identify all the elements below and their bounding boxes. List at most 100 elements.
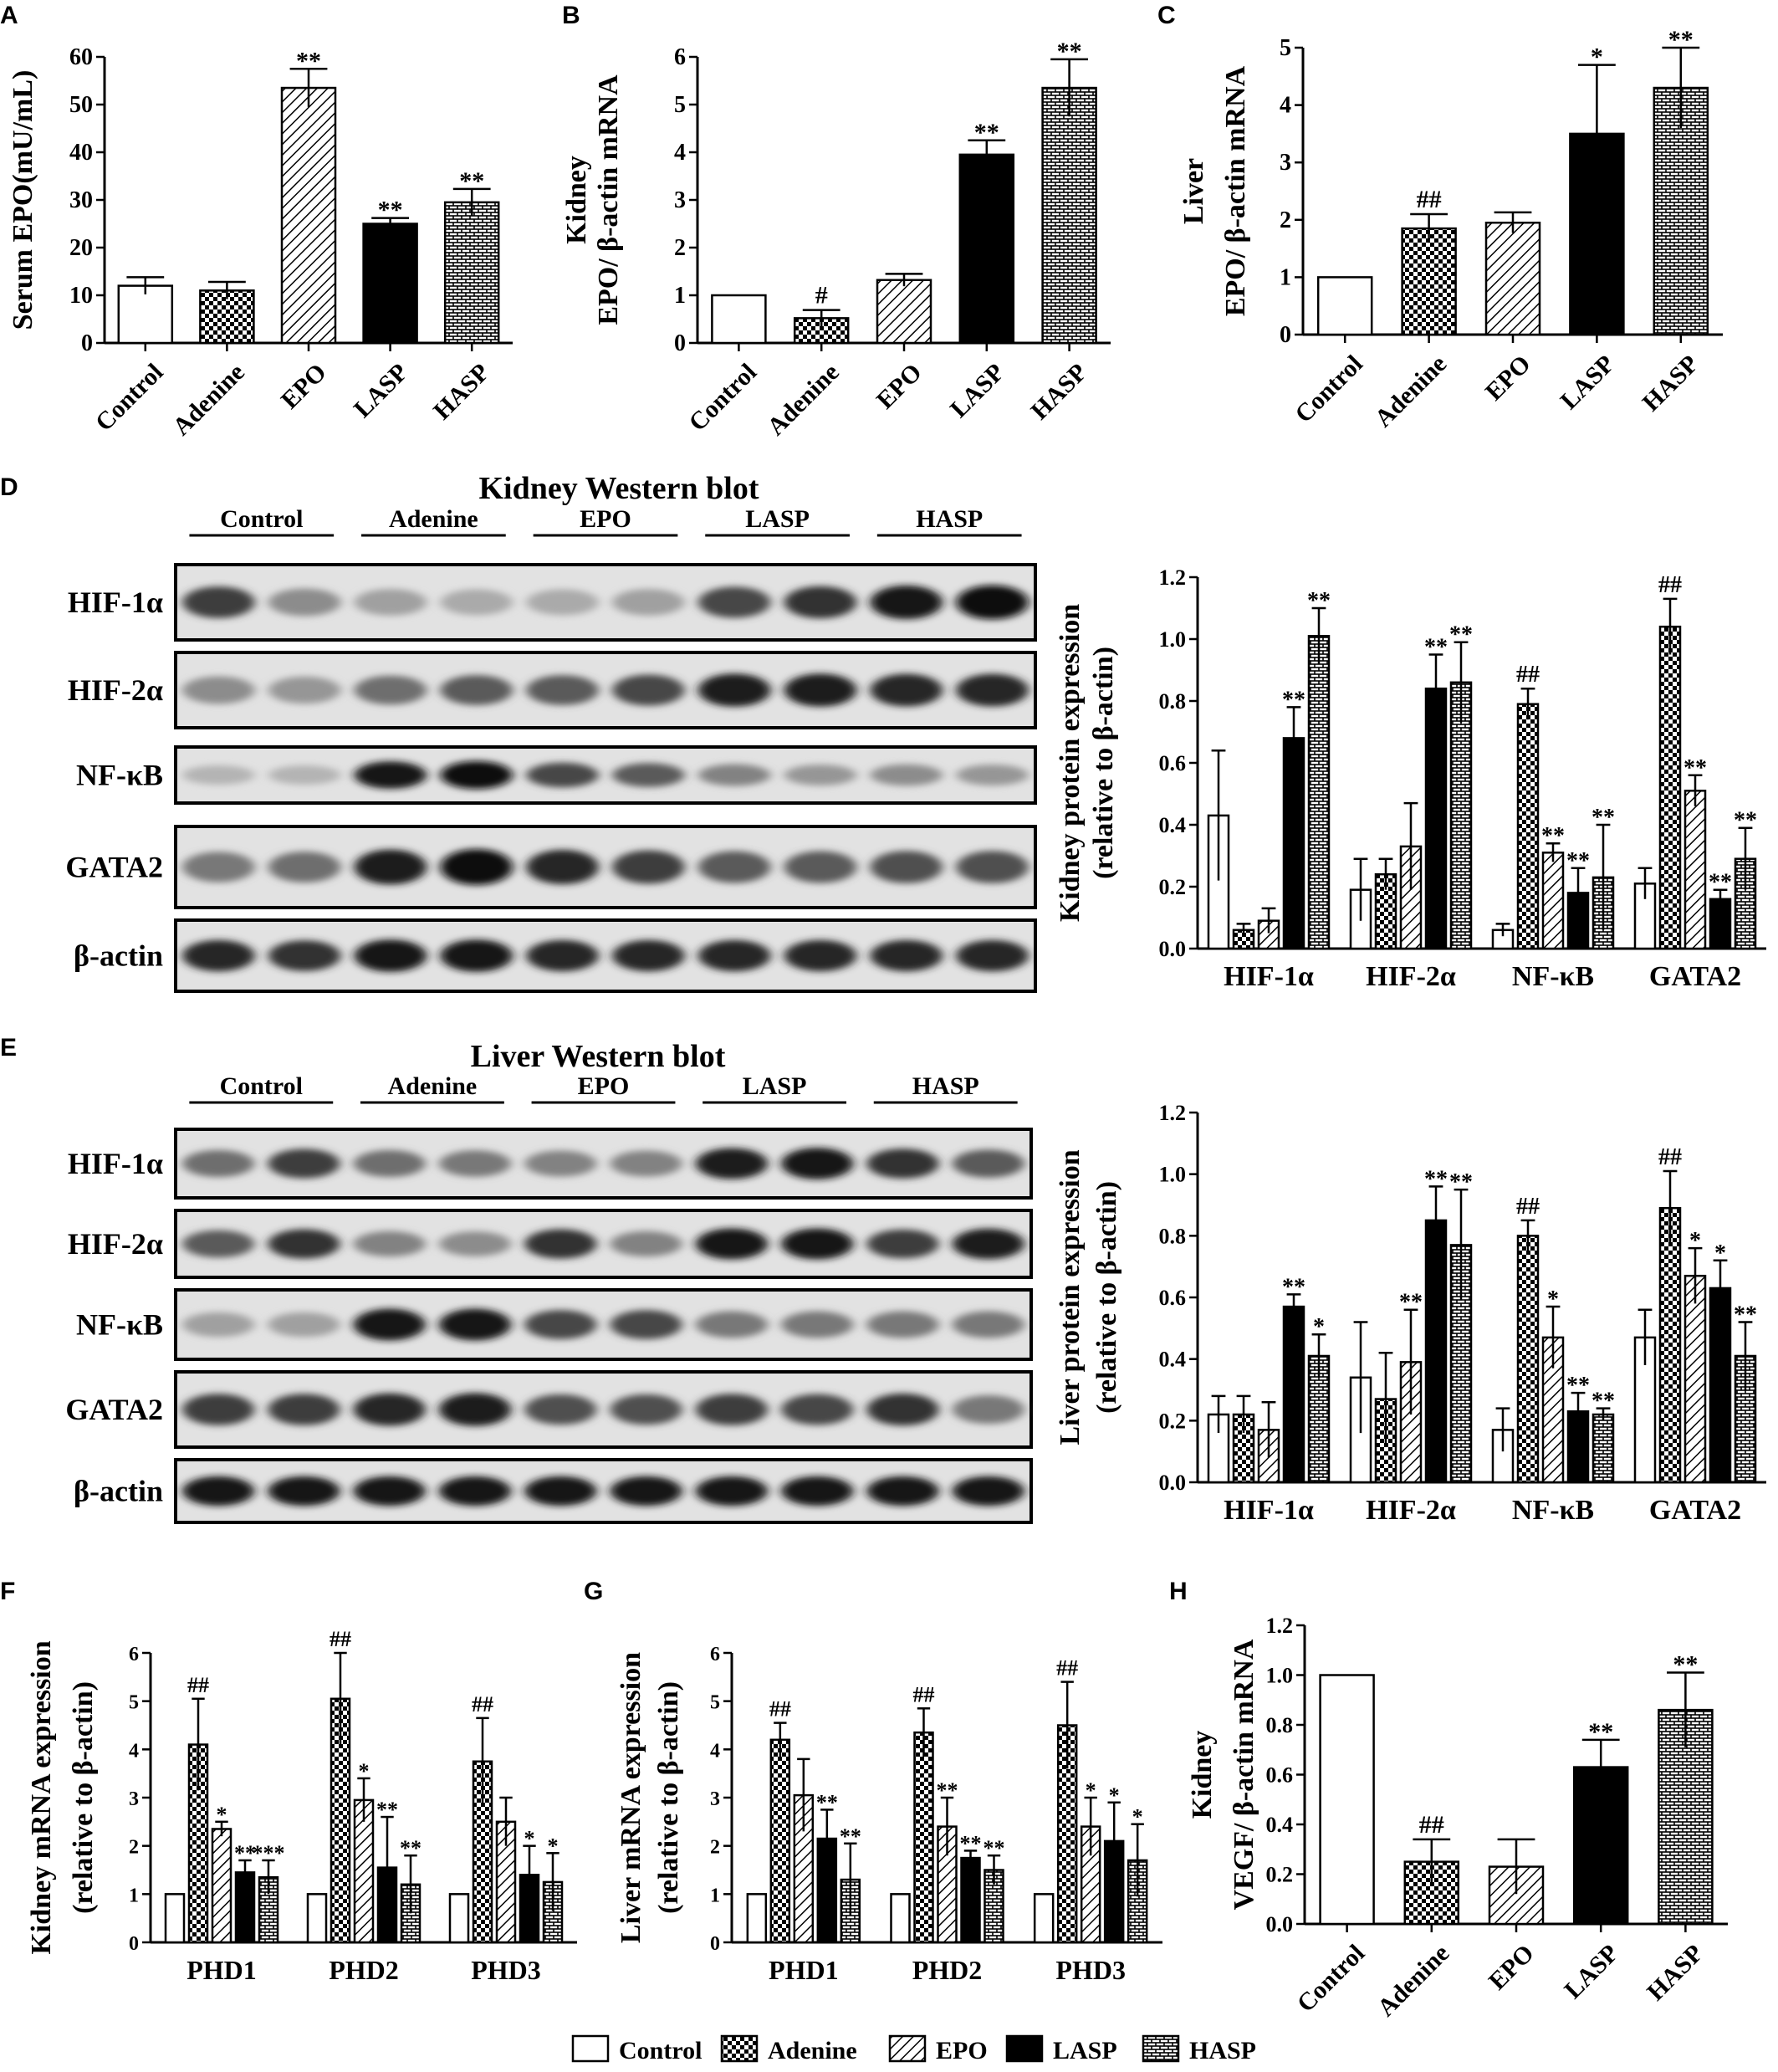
bar-lasp-3 — [1709, 1287, 1732, 1484]
significance-label: ** — [1566, 1373, 1590, 1399]
y-tick-label: 0.4 — [1159, 1348, 1187, 1372]
legend-label-epo: EPO — [936, 2037, 988, 2064]
blot-band — [870, 939, 943, 972]
blot-band — [784, 764, 857, 786]
legend-label-adenine: Adenine — [768, 2037, 857, 2064]
x-tick-label: Control — [1290, 350, 1368, 428]
blot-row-label: HIF-2α — [68, 1227, 163, 1261]
blot-band — [268, 1229, 340, 1259]
blot-group-label: EPO — [580, 505, 631, 533]
blot-band — [781, 1311, 854, 1338]
blot-group-label: Adenine — [388, 1072, 478, 1100]
y-tick-label: 60 — [69, 44, 93, 70]
blot-bands — [182, 1308, 1024, 1341]
blot-band — [526, 849, 599, 885]
x-tick-label: HIF-2α — [1366, 1495, 1456, 1526]
blot-band — [612, 939, 685, 972]
blot-band — [781, 1228, 854, 1260]
blot-band — [353, 1149, 426, 1178]
bar-control-0 — [164, 1893, 186, 1944]
bar-adenine-3 — [1658, 1206, 1682, 1484]
blot-row-label: HIF-1α — [68, 586, 163, 619]
y-tick-label: 40 — [69, 140, 93, 166]
significance-label: * — [548, 1834, 559, 1858]
panel-letter-H: H — [1169, 1578, 1188, 1605]
blot-band — [440, 939, 513, 972]
blot-band — [440, 760, 513, 790]
blot-row-label: NF-κB — [76, 1308, 163, 1342]
x-tick-label: Control — [1292, 1939, 1371, 2018]
y-tick-label: 1.0 — [1159, 1163, 1187, 1187]
significance-label: ## — [330, 1627, 351, 1651]
bar-control-2 — [448, 1893, 470, 1944]
y-tick-label: 6 — [129, 1644, 139, 1665]
y-tick-label: 3 — [129, 1788, 139, 1810]
significance-label: * — [1109, 1783, 1120, 1808]
blot-band — [439, 1393, 512, 1426]
blot-band — [353, 1393, 426, 1426]
blot-group-label: HASP — [916, 505, 983, 533]
blot-group-label: Control — [220, 505, 303, 533]
blot-band — [866, 1311, 939, 1338]
significance-label: ** — [1709, 870, 1732, 896]
blot-band — [268, 1394, 340, 1425]
y-tick-label: 1 — [674, 283, 686, 309]
y-tick-label: 6 — [710, 1644, 720, 1665]
blot-bands — [182, 1393, 1024, 1426]
blot-band — [268, 1312, 340, 1338]
y-axis-label-2: (relative to β-actin) — [653, 1681, 684, 1914]
significance-label: ** — [1399, 1290, 1423, 1316]
x-tick-label: PHD1 — [186, 1955, 257, 1985]
significance-label: ## — [913, 1682, 935, 1706]
blot-band — [695, 1394, 768, 1425]
blot-band — [956, 673, 1029, 707]
legend-swatch-epo — [888, 2034, 927, 2063]
significance-label: ** — [1449, 1169, 1473, 1195]
bar-lasp — [958, 153, 1015, 345]
legend-swatch-control — [571, 2034, 610, 2063]
blot-band — [866, 1476, 939, 1507]
bar-hasp — [1653, 86, 1709, 336]
blot-band — [440, 848, 513, 886]
bar-control-3 — [1633, 883, 1657, 950]
blot-band — [695, 1228, 768, 1260]
y-tick-label: 1.2 — [1159, 565, 1187, 590]
significance-label: ** — [1683, 755, 1707, 781]
bar-lasp — [362, 223, 418, 345]
blot-group-label: HASP — [912, 1072, 979, 1100]
blot-band — [870, 673, 943, 707]
blot-band — [182, 1476, 255, 1507]
significance-label: ** — [1673, 1651, 1698, 1679]
significance-label: * — [1313, 1314, 1325, 1340]
blot-group-label: EPO — [578, 1072, 630, 1100]
blot-band — [439, 1150, 512, 1177]
x-tick-label: Adenine — [762, 358, 845, 441]
significance-label: ## — [769, 1697, 791, 1722]
blot-band — [182, 939, 255, 972]
y-tick-label: 0 — [1280, 322, 1291, 348]
blot-band — [182, 586, 255, 618]
blot-band — [524, 1394, 597, 1425]
x-tick-label: EPO — [1484, 1939, 1540, 1995]
panel-letter-B: B — [562, 2, 580, 29]
blot-band — [268, 940, 341, 971]
bar-control-1 — [890, 1893, 911, 1944]
y-axis-label-2: EPO/ β-actin mRNA — [593, 74, 624, 325]
blot-group-label: LASP — [743, 1072, 807, 1100]
blot-band — [952, 1149, 1024, 1178]
y-tick-label: 2 — [1280, 207, 1291, 233]
blot-band — [781, 1148, 854, 1179]
blot-band — [524, 1476, 597, 1507]
blot-band — [182, 1312, 255, 1338]
y-tick-label: 0.8 — [1159, 1224, 1187, 1248]
significance-label: ** — [816, 1790, 838, 1814]
y-axis-label: Kidney mRNA expression — [26, 1640, 57, 1954]
y-tick-label: 4 — [1280, 93, 1291, 119]
significance-label: ** — [296, 47, 321, 74]
blot-band — [612, 850, 685, 884]
blot-band — [182, 765, 255, 785]
blot-band — [524, 1150, 597, 1177]
x-tick-label: PHD2 — [912, 1955, 983, 1985]
blot-bands — [182, 1228, 1024, 1260]
